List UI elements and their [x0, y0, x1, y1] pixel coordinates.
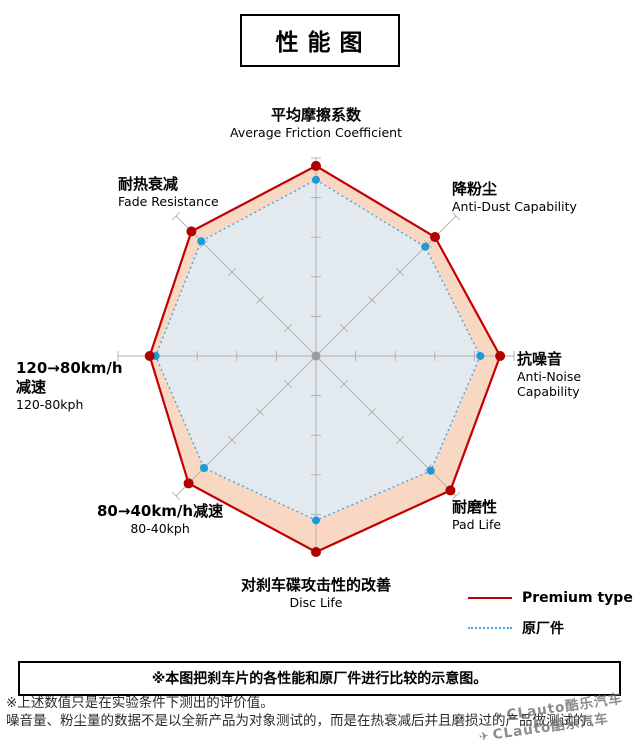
footnote-line-2: 噪音量、粉尘量的数据不是以全新产品为对象测试的，而是在热衰减后并且磨损过的产品做… — [6, 713, 600, 729]
axis-label-zh: 耐磨性 — [452, 498, 498, 516]
axis-label-en: Fade Resistance — [118, 193, 219, 209]
legend-item-premium: Premium type — [468, 590, 633, 606]
axis-label-en: Average Friction Coefficient — [230, 124, 402, 140]
axis-label-zh: 平均摩擦系数 — [270, 106, 361, 124]
legend-item-oem: 原厂件 — [468, 618, 633, 638]
axis-label-en: 120-80kph — [16, 396, 84, 412]
legend: Premium type 原厂件 — [468, 590, 633, 650]
axis-label-anti-dust: 降粉尘 Anti-Dust Capability — [452, 180, 577, 214]
footnote-line-1: ※上述数值只是在实验条件下测出的评价值。 — [6, 695, 274, 711]
axis-label-anti-noise: 抗噪音 Anti-Noise Capability — [517, 350, 605, 400]
axis-label-zh: 120→80km/h — [16, 359, 123, 377]
axis-label-en: 80-40kph — [130, 520, 190, 536]
oem-dotted-line-swatch — [468, 627, 512, 629]
axis-label-zh2: 减速 — [16, 377, 47, 396]
footnotes: ※上述数值只是在实验条件下测出的评价值。 噪音量、粉尘量的数据不是以全新产品为对… — [6, 694, 600, 730]
legend-label-premium: Premium type — [522, 590, 633, 606]
axis-label-zh: 抗噪音 — [517, 350, 563, 368]
axis-label-zh: 80→40km/h减速 — [97, 502, 224, 520]
axis-label-pad-life: 耐磨性 Pad Life — [452, 498, 501, 532]
axis-label-disc-life: 对刹车碟攻击性的改善 Disc Life — [241, 576, 391, 610]
axis-label-friction: 平均摩擦系数 Average Friction Coefficient — [230, 106, 402, 140]
clauto-logo-icon: ✈ — [477, 728, 491, 745]
axis-label-fade: 耐热衰减 Fade Resistance — [118, 175, 219, 209]
axis-label-zh: 对刹车碟攻击性的改善 — [240, 576, 392, 594]
axis-label-en: Anti-Noise Capability — [517, 368, 582, 400]
axis-label-zh: 降粉尘 — [452, 180, 498, 198]
axis-label-en: Anti-Dust Capability — [452, 198, 577, 214]
axis-label-en: Disc Life — [289, 594, 343, 610]
legend-label-oem: 原厂件 — [522, 621, 564, 637]
axis-label-120-80: 120→80km/h 减速 120-80kph — [16, 359, 123, 412]
axis-label-en: Pad Life — [452, 516, 502, 532]
axis-label-zh: 耐热衰减 — [118, 175, 179, 193]
radar-chart — [117, 157, 515, 558]
premium-line-swatch — [468, 597, 512, 599]
axis-label-80-40: 80→40km/h减速 80-40kph — [97, 502, 223, 536]
page-title: 性能图 — [239, 14, 400, 67]
comparison-note-box: ※本图把刹车片的各性能和原厂件进行比较的示意图。 — [18, 661, 621, 696]
